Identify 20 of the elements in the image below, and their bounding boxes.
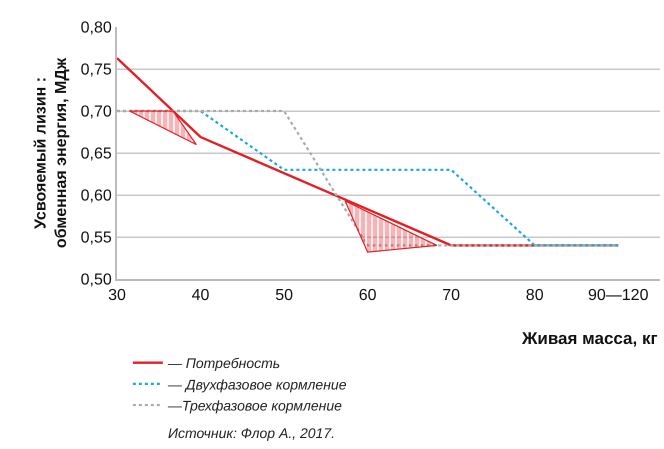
x-tick-label: 30 (108, 287, 126, 304)
legend-label: —Трехфазовое кормление (166, 398, 342, 414)
x-tick-label: 40 (192, 287, 210, 304)
y-axis-title: Усвояемый лизин : обменная энергия, МДж (32, 57, 70, 248)
y-tick-label: 0,50 (80, 272, 112, 289)
y-tick-label: 0,75 (80, 62, 112, 79)
x-tick-label: 80 (526, 287, 544, 304)
text: Источник: Флор А., 2017. (168, 425, 336, 441)
legend-label: — Потребность (166, 355, 280, 372)
x-tick-label: 90—120 (588, 287, 649, 304)
y-tick-label: 0,65 (80, 146, 112, 163)
x-tick-label: 70 (442, 287, 460, 304)
x-axis-title: Живая масса, кг (521, 329, 658, 348)
y-tick-label: 0,55 (80, 230, 112, 247)
x-tick-label: 60 (358, 287, 377, 304)
x-tick-label: 50 (275, 287, 294, 304)
y-tick-label: 0,70 (80, 104, 112, 121)
legend-label: — Двухфазовое кормление (166, 376, 347, 392)
y-tick-label: 0,60 (80, 188, 112, 205)
y-tick-label: 0,80 (80, 20, 112, 37)
